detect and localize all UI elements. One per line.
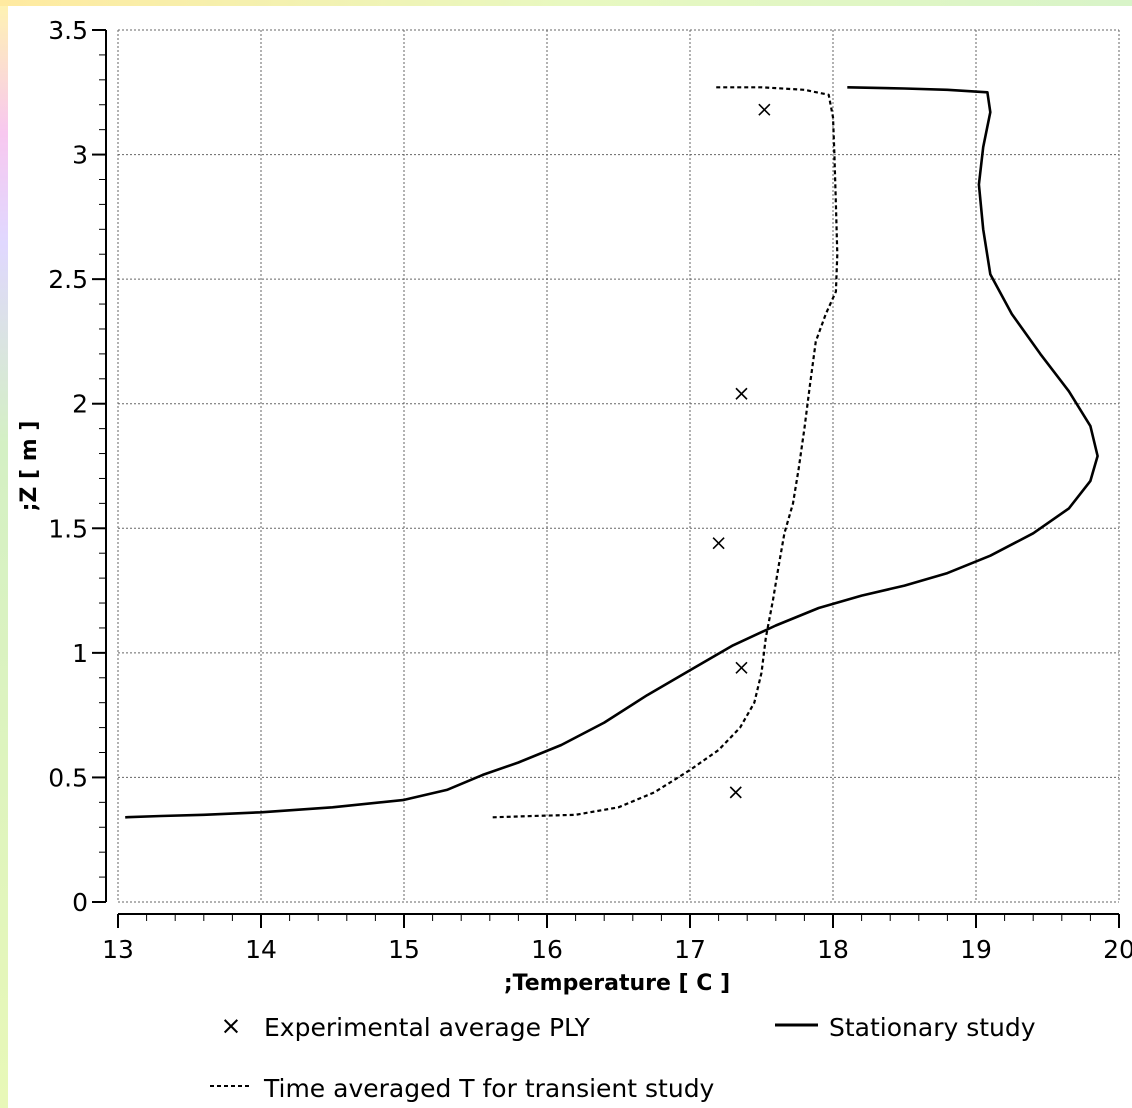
legend: × Experimental average PLY Stationary st… [210, 1011, 1036, 1103]
y-axis-ticks: 0 0.5 1 1.5 2 2.5 3 3.5 [48, 16, 106, 917]
legend-label-experimental: Experimental average PLY [264, 1013, 591, 1042]
y-tick-label: 2.5 [48, 265, 88, 294]
y-tick-label: 0.5 [48, 763, 88, 792]
x-tick-label: 15 [388, 935, 420, 964]
data-point-marker [758, 103, 771, 116]
x-tick-label: 14 [245, 935, 277, 964]
series-line-stationary [125, 86, 1099, 819]
x-tick-label: 20 [1103, 935, 1132, 964]
data-point-marker [735, 661, 748, 674]
series-line-transient [492, 86, 839, 819]
legend-item-experimental: × Experimental average PLY [221, 1011, 591, 1042]
y-axis-title: ;Z [ m ] [17, 421, 42, 512]
x-tick-label: 18 [817, 935, 849, 964]
x-axis-title: ;Temperature [ C ] [504, 971, 730, 996]
x-axis-ticks: 13 14 15 16 17 18 19 20 [102, 914, 1132, 964]
plot-background [118, 30, 1119, 902]
y-tick-label: 1 [72, 639, 88, 668]
legend-item-stationary: Stationary study [775, 1013, 1036, 1042]
grid-lines [117, 29, 1120, 903]
x-tick-label: 13 [102, 935, 134, 964]
legend-label-stationary: Stationary study [829, 1013, 1036, 1042]
legend-symbol-x-marker: × [221, 1011, 242, 1040]
y-tick-label: 3.5 [48, 16, 88, 45]
data-point-marker [729, 786, 742, 799]
y-tick-label: 0 [72, 888, 88, 917]
x-tick-label: 16 [531, 935, 563, 964]
x-tick-label: 19 [960, 935, 992, 964]
legend-label-transient: Time averaged T for transient study [263, 1074, 715, 1103]
frame-left-edge [0, 0, 8, 1108]
frame-top-edge [0, 0, 1132, 6]
y-tick-label: 3 [72, 141, 88, 170]
y-tick-label: 1.5 [48, 514, 88, 543]
y-tick-label: 2 [72, 390, 88, 419]
data-point-marker [735, 387, 748, 400]
x-tick-label: 17 [674, 935, 706, 964]
series-layer [125, 86, 1099, 819]
legend-item-transient: Time averaged T for transient study [210, 1074, 715, 1103]
data-point-marker [712, 537, 725, 550]
